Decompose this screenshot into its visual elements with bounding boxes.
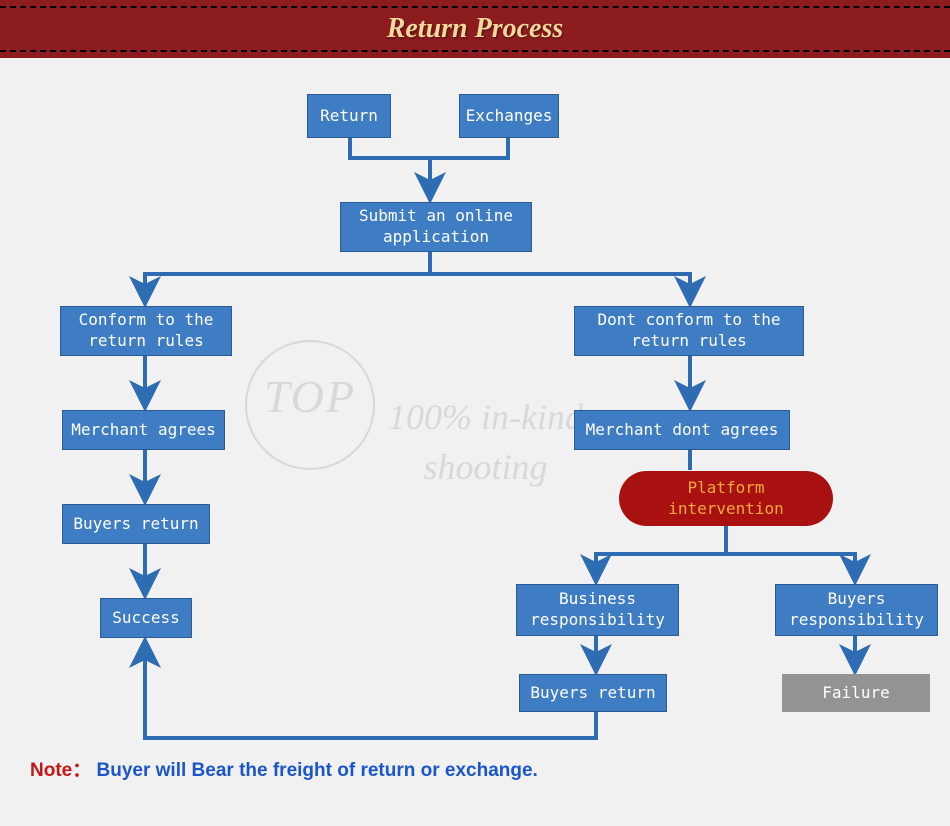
node-buyers_return_r: Buyers return	[519, 674, 667, 712]
node-buyers_return_l: Buyers return	[62, 504, 210, 544]
node-merch_agree: Merchant agrees	[62, 410, 225, 450]
node-platform: Platform intervention	[619, 471, 833, 526]
page-title: Return Process	[387, 13, 564, 45]
watermark-main: 100% in-kind shooting	[388, 392, 583, 493]
node-merch_dontagree: Merchant dont agrees	[574, 410, 790, 450]
node-bus_resp: Business responsibility	[516, 584, 679, 636]
node-exchanges: Exchanges	[459, 94, 559, 138]
node-success: Success	[100, 598, 192, 638]
node-submit: Submit an online application	[340, 202, 532, 252]
watermark-top: TOP	[264, 370, 356, 423]
node-dontconform: Dont conform to the return rules	[574, 306, 804, 356]
header-banner: Return Process	[0, 0, 950, 58]
flowchart-container: TOP 100% in-kind shooting Return Exchange…	[0, 58, 950, 778]
note-line: Note： Buyer will Bear the freight of ret…	[30, 755, 538, 782]
node-buy_resp: Buyers responsibility	[775, 584, 938, 636]
note-text: Buyer will Bear the freight of return or…	[97, 760, 538, 781]
note-prefix: Note：	[30, 760, 91, 781]
node-return: Return	[307, 94, 391, 138]
header-stitch-top	[0, 6, 950, 8]
header-stitch-bottom	[0, 50, 950, 52]
watermark-circle	[245, 340, 375, 470]
node-failure: Failure	[782, 674, 930, 712]
node-conform: Conform to the return rules	[60, 306, 232, 356]
